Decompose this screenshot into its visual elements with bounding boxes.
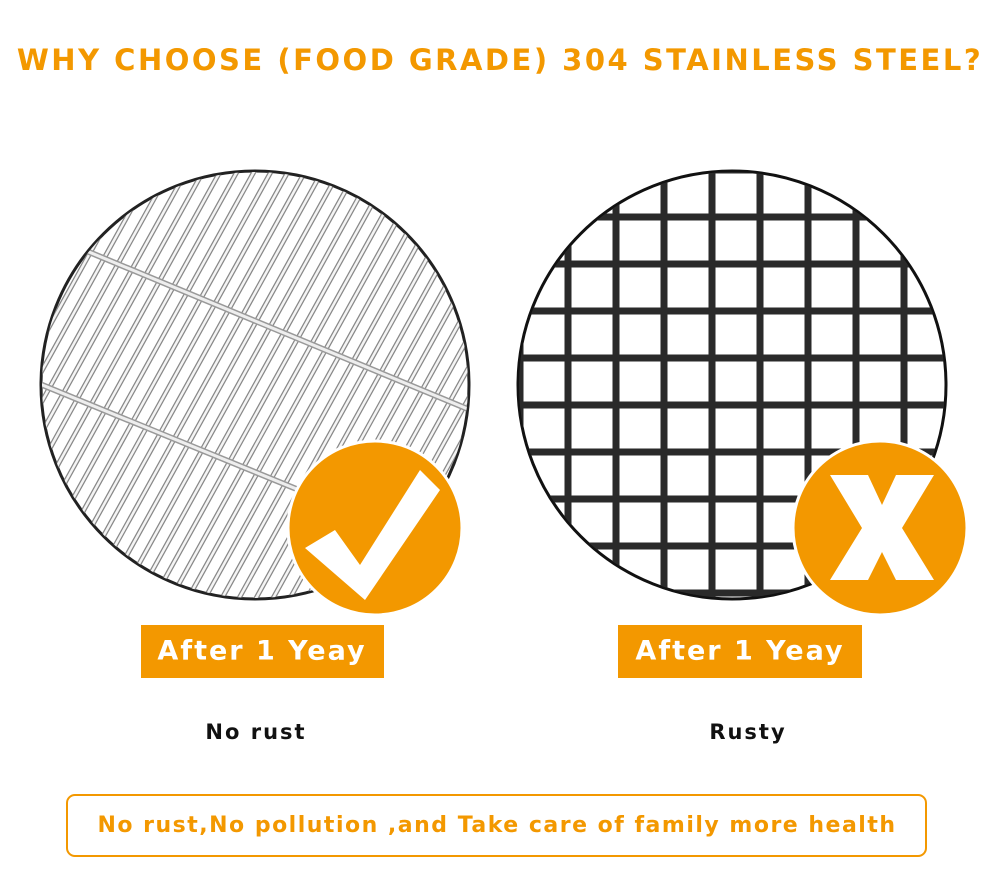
wire <box>140 172 404 598</box>
wire <box>0 150 28 620</box>
wire <box>42 172 47 598</box>
wire <box>123 172 387 598</box>
check-icon <box>305 470 440 600</box>
wire <box>0 150 28 620</box>
badge-box <box>141 625 384 678</box>
caption: No rust <box>205 720 306 744</box>
footer-box <box>66 794 927 857</box>
footer-text: No rust,No pollution ,and Take care of f… <box>97 813 896 838</box>
wire <box>106 172 370 598</box>
wire <box>42 172 200 598</box>
wire <box>42 172 234 598</box>
wire <box>72 172 336 598</box>
wire <box>59 238 468 412</box>
badge-label: After 1 Yeay <box>635 636 844 667</box>
wire <box>42 172 217 598</box>
wire <box>42 172 183 598</box>
wire <box>89 172 353 598</box>
badge-label: After 1 Yeay <box>157 636 366 667</box>
wire <box>0 150 11 620</box>
wire <box>174 172 438 598</box>
cross-icon <box>830 475 934 580</box>
check-badge <box>286 439 464 617</box>
wire <box>42 172 166 598</box>
wire <box>42 172 251 598</box>
badge-box <box>618 625 862 678</box>
wire <box>42 172 48 598</box>
wire <box>157 172 421 598</box>
wire <box>0 150 11 620</box>
title: WHY CHOOSE (FOOD GRADE) 304 STAINLESS ST… <box>17 43 983 77</box>
caption: Rusty <box>709 720 786 744</box>
